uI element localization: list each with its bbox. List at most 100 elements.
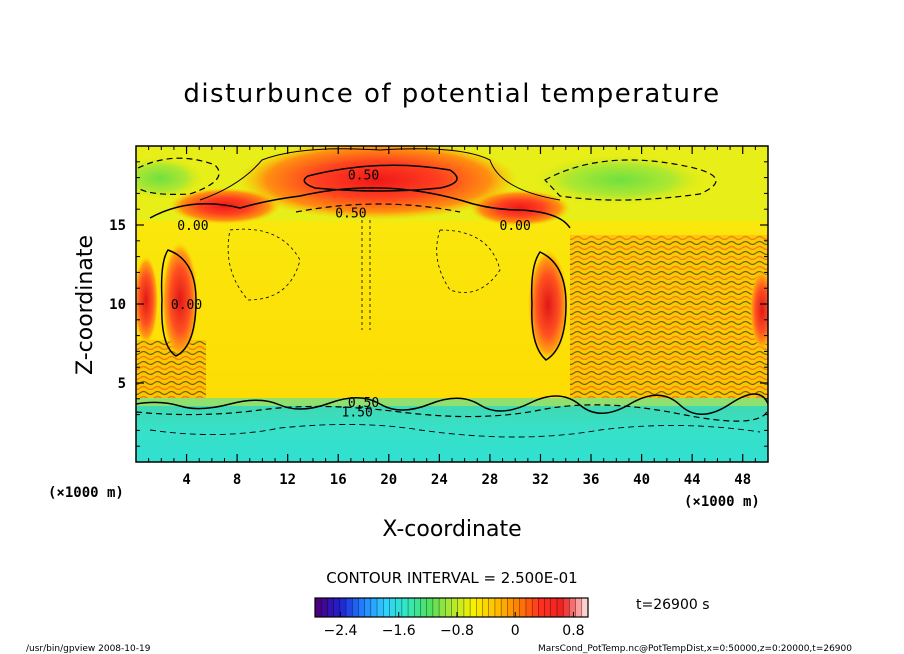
x-tick-label: 48 [734, 472, 751, 488]
y-axis-label: Z-coordinate [73, 235, 98, 375]
colorbar-segment [426, 598, 434, 617]
colorbar-segment [544, 598, 552, 617]
colorbar-segment [519, 598, 527, 617]
contour-thin-right-cell [436, 229, 501, 293]
x-tick-label: 28 [481, 472, 498, 488]
colorbar-segment [389, 598, 397, 617]
colorbar-tick-label: 0 [511, 623, 520, 639]
x-tick-label: 44 [684, 472, 701, 488]
top-warm-wing-left [170, 188, 280, 224]
colorbar-segment [532, 598, 539, 617]
contour-top-dome [149, 187, 571, 229]
colorbar-segment [525, 598, 533, 617]
colorbar-segment [420, 598, 428, 617]
contour-label: 0.00 [500, 219, 531, 234]
colorbar-segment [333, 598, 341, 617]
colorbar-segment [408, 598, 415, 617]
contour-lower-boundary [136, 393, 768, 415]
contour-right-column [530, 251, 567, 361]
colorbar-segment [370, 598, 378, 617]
contour-interval: CONTOUR INTERVAL = 2.500E-01 [326, 569, 577, 587]
colorbar-segment [321, 598, 329, 617]
x-unit-left: (×1000 m) [48, 485, 124, 501]
colorbar-segment [476, 598, 484, 617]
colorbar-segment [470, 598, 477, 617]
footer-left: /usr/bin/gpview 2008-10-19 [26, 644, 151, 654]
contour-top-core [303, 164, 458, 192]
x-tick-label: 16 [330, 472, 347, 488]
footer-right: MarsCond_PotTemp.nc@PotTempDist,x=0:5000… [538, 644, 852, 654]
contour-top-outer [199, 148, 561, 201]
colorbar-segment [401, 598, 409, 617]
upper-green-left [136, 156, 205, 200]
colorbar-tick-label: −0.8 [440, 623, 474, 639]
colorbar-segment [538, 598, 546, 617]
contour-label: 0.50 [348, 168, 379, 183]
colorbar-segment [315, 598, 322, 617]
colorbar-segment [339, 598, 347, 617]
x-tick-label: 8 [233, 472, 241, 488]
colorbar-segment [501, 598, 508, 617]
colorbar-segment [494, 598, 502, 617]
colorbar-segment [383, 598, 391, 617]
right-warm-edge [750, 270, 768, 350]
colorbar-segment [439, 598, 446, 617]
colorbar-tick-label: −1.6 [382, 623, 416, 639]
colorbar-segment [482, 598, 490, 617]
contour-thin-left-cell [227, 228, 301, 301]
colorbar-segment [395, 598, 403, 617]
colorbar-tick-label: 0.8 [562, 623, 584, 639]
colorbar-segment [463, 598, 471, 617]
left-warm-column [162, 242, 198, 358]
colorbar-segment [575, 598, 583, 617]
colorbar-segment [457, 598, 465, 617]
y-tick-label: 10 [109, 297, 126, 313]
colorbar-segment [352, 598, 360, 617]
colorbar-segment [581, 598, 589, 617]
colorbar-segment [569, 598, 577, 617]
x-tick-label: 4 [182, 472, 190, 488]
x-axis-label: X-coordinate [382, 517, 521, 542]
x-tick-label: 32 [532, 472, 549, 488]
y-tick-label: 15 [109, 218, 126, 234]
contour-label: 0.50 [348, 396, 379, 411]
contour-label: 1.50 [342, 405, 373, 420]
contour-label: 0.50 [335, 206, 366, 221]
contour-dashed-bottom [149, 424, 761, 438]
colorbar-segment [513, 598, 521, 617]
x-tick-label: 24 [431, 472, 448, 488]
contour-dashed-upper-left [137, 157, 220, 195]
x-tick-label: 40 [633, 472, 650, 488]
contour-dashed-upper-right [544, 159, 717, 201]
y-tick-label: 5 [118, 376, 126, 392]
top-warm-wing-right [470, 190, 570, 226]
colorbar-segment [327, 598, 335, 617]
contour-label: 0.00 [177, 219, 208, 234]
x-unit-right: (×1000 m) [684, 494, 760, 510]
colorbar-segment [432, 598, 440, 617]
colorbar-segment [451, 598, 459, 617]
colorbar-segment [507, 598, 515, 617]
x-tick-label: 36 [583, 472, 600, 488]
lower-transition [136, 398, 768, 406]
colorbar [315, 598, 589, 617]
colorbar-segment [364, 598, 372, 617]
colorbar-segment [414, 598, 422, 617]
contour-dashed-dome [295, 203, 461, 213]
colorbar-segment [556, 598, 564, 617]
time-label: t=26900 s [636, 597, 710, 613]
left-warm-edge [136, 256, 158, 344]
right-turbulent-zone [570, 235, 768, 400]
colorbar-segment [377, 598, 384, 617]
colorbar-segment [358, 598, 366, 617]
right-warm-column [528, 250, 568, 360]
colorbar-segment [550, 598, 558, 617]
chart-title: disturbunce of potential temperature [183, 79, 720, 109]
colorbar-segment [563, 598, 570, 617]
colorbar-segment [346, 598, 353, 617]
colorbar-segment [445, 598, 453, 617]
contour-left-column [160, 249, 197, 357]
x-tick-label: 12 [279, 472, 296, 488]
contour-label: 0.00 [171, 298, 202, 313]
colorbar-segment [488, 598, 496, 617]
